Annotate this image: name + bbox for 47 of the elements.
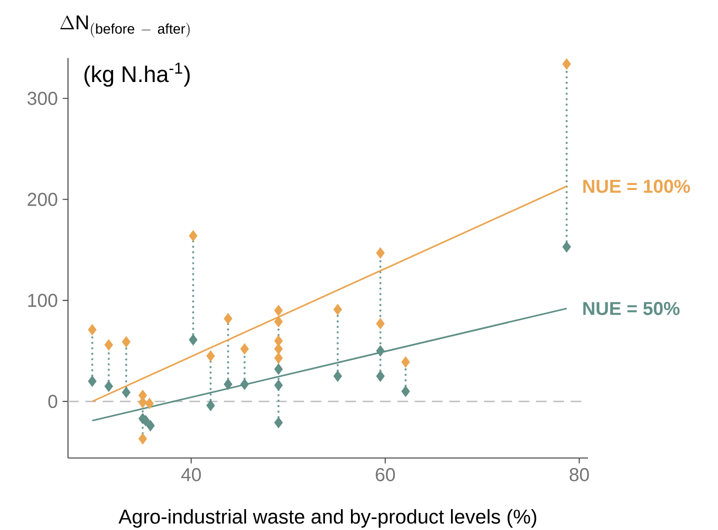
point: [376, 345, 385, 357]
point: [138, 433, 147, 444]
y-tick-label: 300: [28, 92, 58, 106]
point: [376, 318, 385, 330]
point: [88, 324, 97, 336]
point: [401, 386, 410, 397]
point: [562, 241, 571, 252]
point: [104, 380, 114, 392]
point: [274, 380, 283, 391]
x-axis-title: Agro-industrial waste and by-product levels (%): [118, 509, 536, 528]
point: [224, 378, 232, 390]
point: [333, 304, 342, 316]
x-tick-label: 80: [570, 468, 589, 482]
point: [240, 378, 249, 390]
point: [562, 58, 571, 70]
point: [274, 335, 283, 346]
point: [333, 370, 342, 382]
y-axis-title: $\Delta\mathrm{N}_{\mathrm{(before\ -\ after)}}$: [60, 16, 190, 38]
annotation: (kg N.ha$^{-1}$): [84, 62, 190, 87]
series-label: NUE = 100%: [583, 180, 690, 193]
point: [274, 343, 283, 354]
point: [122, 336, 130, 348]
point: [274, 352, 283, 364]
y-tick-label: 100: [28, 294, 58, 308]
point: [188, 334, 198, 346]
point: [206, 350, 215, 362]
series-label: NUE = 50%: [583, 302, 680, 316]
y-tick-label: 0: [48, 394, 58, 408]
y-tick-label: 200: [28, 192, 58, 206]
point: [376, 370, 385, 382]
point: [146, 420, 155, 432]
point: [401, 356, 410, 368]
point: [145, 398, 154, 410]
x-tick-label: 40: [181, 468, 201, 482]
point: [274, 316, 283, 328]
point: [88, 376, 97, 387]
point: [122, 386, 130, 398]
point: [274, 363, 283, 375]
point: [274, 304, 283, 316]
point: [206, 400, 215, 412]
point: [188, 230, 198, 242]
point: [240, 343, 249, 354]
point: [104, 339, 114, 350]
x-tick-label: 60: [376, 468, 395, 482]
point: [274, 417, 283, 428]
point: [376, 247, 385, 259]
point: [224, 312, 232, 324]
